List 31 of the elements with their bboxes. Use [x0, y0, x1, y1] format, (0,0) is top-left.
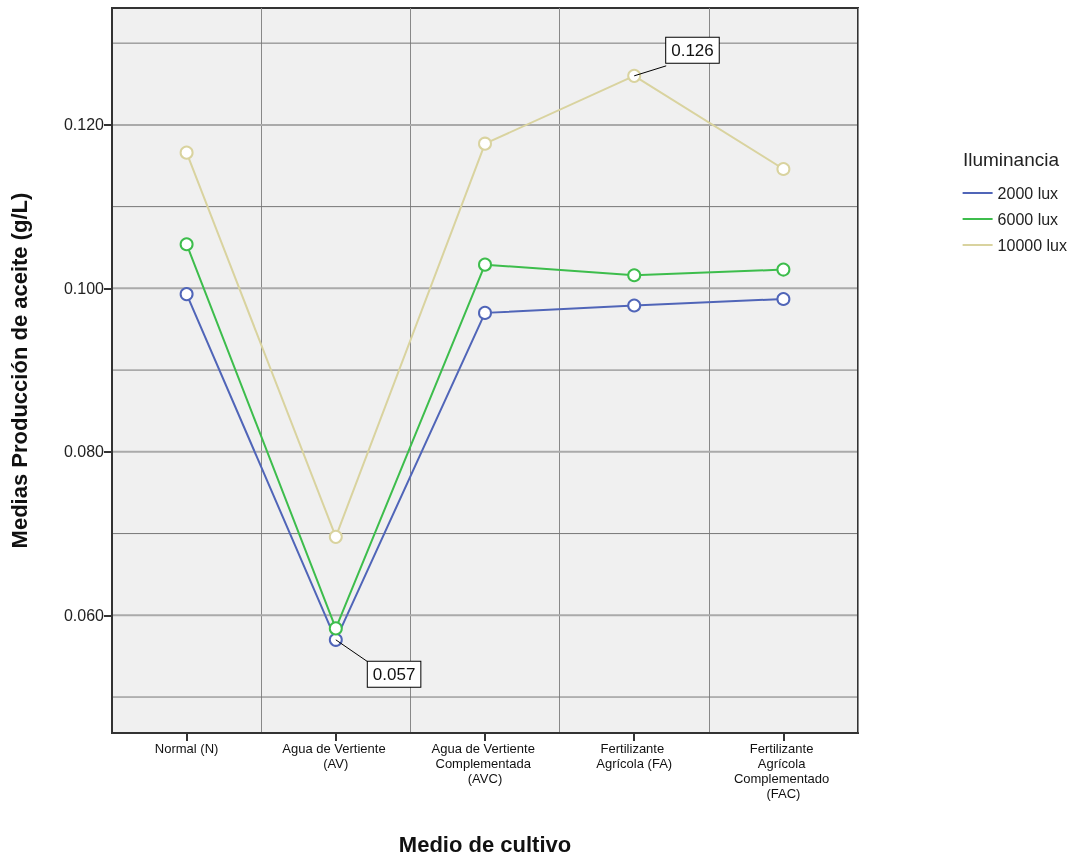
legend-title: Iluminancia	[962, 149, 1060, 170]
y-tick-label: 0.100	[63, 279, 105, 297]
point	[478, 136, 492, 151]
legend-label: 6000 lux	[997, 210, 1059, 228]
point	[776, 162, 791, 177]
x-tick-label: Agua de Vertiente Complementada (AVC)	[431, 741, 539, 786]
point	[179, 237, 194, 252]
point	[627, 268, 642, 283]
point	[776, 262, 791, 277]
y-tick-label: 0.080	[63, 443, 105, 461]
y-tick-label: 0.120	[63, 116, 105, 134]
legend-label: 10000 lux	[997, 236, 1067, 254]
point	[776, 291, 791, 306]
y-tick-label: 0.060	[63, 606, 105, 624]
point	[627, 298, 642, 313]
annotation: 0.057	[372, 664, 416, 684]
point	[478, 305, 492, 320]
legend-label: 2000 lux	[997, 184, 1059, 202]
point	[328, 529, 343, 544]
point	[627, 68, 642, 83]
x-tick-label: Agua de Vertiente (AV)	[282, 741, 390, 771]
point	[179, 287, 194, 302]
x-tick-label: Fertilizante Agrícola (FA)	[596, 741, 673, 771]
x-axis-title: Medio de cultivo	[398, 831, 572, 857]
y-axis-title: Medias Producción de aceite (g/L)	[6, 192, 32, 549]
point	[328, 621, 343, 636]
annotation: 0.126	[671, 40, 714, 60]
x-tick-label: Fertilizante Agrícola Complementado (FAC)	[733, 741, 833, 801]
point	[179, 145, 194, 160]
x-tick-label: Normal (N)	[154, 741, 219, 756]
point	[478, 257, 492, 272]
